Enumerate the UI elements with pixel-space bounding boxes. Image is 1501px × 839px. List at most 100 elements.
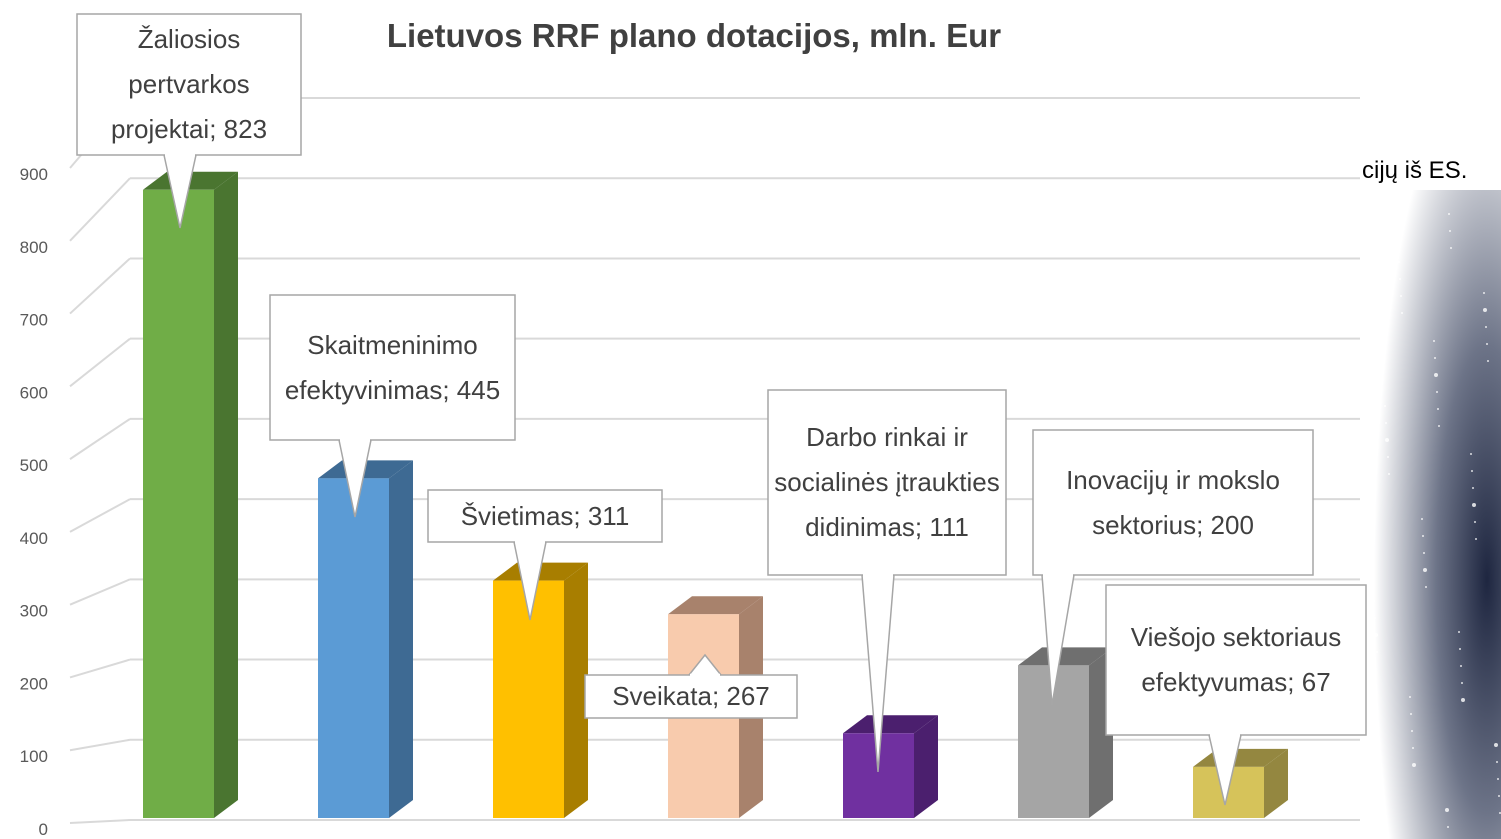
y-tick-label: 400 (20, 529, 48, 548)
star (1438, 425, 1440, 427)
y-tick-label: 800 (20, 238, 48, 257)
background-image (1360, 190, 1501, 839)
bar-side (214, 171, 238, 818)
star (1458, 631, 1460, 633)
star (1373, 600, 1375, 602)
callout-box (767, 389, 1007, 576)
callout-box (584, 674, 798, 719)
grid-line (69, 819, 131, 824)
star (1486, 343, 1488, 345)
star (1410, 713, 1412, 715)
star (1461, 698, 1465, 702)
data-label: Švietimas; 311 (460, 500, 630, 531)
star (1450, 247, 1452, 249)
y-tick-label: 700 (20, 311, 48, 330)
callout-box (1105, 584, 1367, 736)
grid-line (69, 337, 131, 388)
star (1475, 538, 1477, 540)
star (1376, 651, 1378, 653)
star (1412, 763, 1416, 767)
star (1461, 682, 1463, 684)
bar (318, 478, 389, 818)
star (1401, 312, 1403, 314)
star (1494, 743, 1498, 747)
star (1460, 665, 1462, 667)
star (1396, 227, 1398, 229)
star (1400, 295, 1402, 297)
y-tick-label: 200 (20, 674, 48, 693)
bar-side (389, 460, 413, 818)
star (1448, 213, 1450, 215)
star (1423, 568, 1427, 572)
star (1425, 586, 1427, 588)
star (1483, 308, 1487, 312)
star (1398, 261, 1400, 263)
star (1385, 422, 1387, 424)
star (1421, 518, 1423, 520)
grid-line (69, 578, 131, 606)
data-label: Inovacijų ir mokslo sektorius; 200 (1066, 464, 1280, 540)
chart-title: Lietuvos RRF plano dotacijos, mln. Eur (387, 17, 1001, 54)
star (1434, 373, 1438, 377)
data-label: Sveikata; 267 (612, 681, 770, 711)
star (1411, 730, 1413, 732)
star (1472, 503, 1476, 507)
grid-line (69, 418, 131, 460)
star (1437, 408, 1439, 410)
star (1433, 340, 1435, 342)
bar-top (1018, 647, 1113, 666)
grid-line (69, 257, 131, 315)
star (1498, 795, 1500, 797)
y-tick-label: 0 (39, 820, 48, 839)
star (1496, 761, 1498, 763)
bar-top (668, 596, 763, 615)
y-tick-label: 900 (20, 165, 48, 184)
callout-box (269, 294, 516, 441)
star (1409, 696, 1411, 698)
star (1487, 360, 1489, 362)
star (1372, 583, 1374, 585)
star (1371, 566, 1373, 568)
star (1374, 617, 1376, 619)
grid-line (69, 658, 131, 679)
bar (493, 580, 564, 818)
y-tick-label: 500 (20, 456, 48, 475)
star (1423, 552, 1425, 554)
callout-box (76, 13, 302, 156)
star (1471, 470, 1473, 472)
grid-line (69, 177, 131, 242)
data-label: Darbo rinkai ir socialinės įtraukties di… (774, 422, 1000, 542)
callout-box (1032, 429, 1314, 576)
star (1470, 453, 1472, 455)
star (1472, 487, 1474, 489)
y-tick-label: 100 (20, 747, 48, 766)
bar-side (1264, 748, 1288, 818)
callout-box (427, 489, 663, 543)
grid-line (69, 498, 131, 533)
star (1497, 778, 1499, 780)
star (1363, 198, 1367, 202)
star (1387, 456, 1389, 458)
star (1436, 391, 1438, 393)
bar (143, 189, 214, 818)
star (1459, 648, 1461, 650)
data-label: Skaitmeninimo efektyvinimas; 445 (284, 329, 501, 405)
star (1374, 633, 1378, 637)
bar-side (914, 715, 938, 818)
data-label: Viešojo sektoriaus efektyvumas; 67 (1130, 622, 1342, 697)
star (1445, 808, 1449, 812)
star (1396, 243, 1400, 247)
star (1388, 473, 1390, 475)
star (1384, 405, 1386, 407)
star (1399, 278, 1401, 280)
annotation: cijų iš ES. (1362, 157, 1467, 184)
bar-top (843, 715, 938, 734)
star (1447, 826, 1449, 828)
star (1412, 747, 1414, 749)
bar-side (564, 562, 588, 818)
star (1474, 521, 1476, 523)
star (1422, 535, 1424, 537)
y-tick-label: 600 (20, 383, 48, 402)
